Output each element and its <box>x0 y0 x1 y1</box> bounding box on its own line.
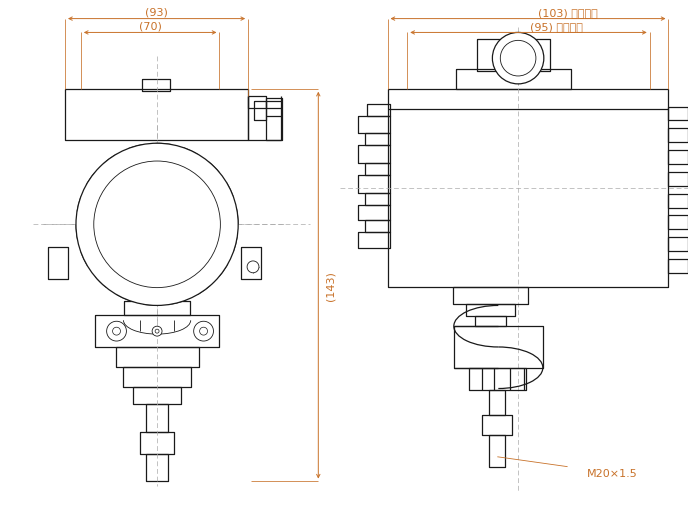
Circle shape <box>107 322 127 342</box>
Text: (143): (143) <box>325 271 335 300</box>
Circle shape <box>113 328 120 335</box>
Circle shape <box>500 41 536 77</box>
Circle shape <box>76 144 238 306</box>
Circle shape <box>94 162 220 288</box>
Text: M20×1.5: M20×1.5 <box>588 468 638 477</box>
Text: (70): (70) <box>138 21 162 32</box>
Text: (93): (93) <box>145 8 168 18</box>
Circle shape <box>152 327 162 336</box>
Circle shape <box>194 322 213 342</box>
Circle shape <box>155 329 159 333</box>
Circle shape <box>247 262 259 273</box>
Circle shape <box>199 328 208 335</box>
Text: (103) 镜盖尺寸: (103) 镜盖尺寸 <box>538 8 597 18</box>
Circle shape <box>493 34 544 84</box>
Text: (95) 盲盖尺寸: (95) 盲盖尺寸 <box>530 21 583 32</box>
